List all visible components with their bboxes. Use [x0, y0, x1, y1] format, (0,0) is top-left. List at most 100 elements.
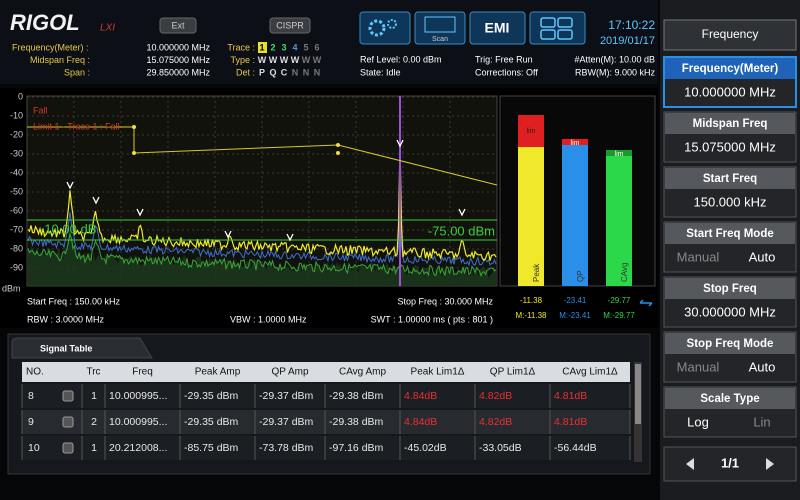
trace-3 — [27, 232, 497, 278]
menu-item-label-bg — [665, 168, 795, 189]
settings-icon — [368, 19, 386, 37]
meter-bar — [606, 150, 632, 286]
status-value: 29.850000 MHz — [146, 67, 210, 77]
column-header: NO. — [26, 367, 44, 378]
table-row[interactable] — [22, 410, 630, 434]
y-unit: dBm — [2, 283, 21, 293]
menu-item-value: 30.000000 MHz — [684, 304, 776, 319]
header-button[interactable] — [159, 17, 197, 34]
table-cell: 20.212008... — [109, 442, 167, 454]
table-row[interactable] — [22, 436, 630, 460]
trace-flag: P — [259, 67, 265, 77]
table-cell: 4.81dB — [554, 390, 587, 402]
logo: RIGOL — [10, 10, 80, 35]
y-axis-label: -30 — [10, 148, 23, 158]
toolbar-button[interactable] — [469, 11, 526, 45]
table-cell: -73.78 dBm — [259, 442, 314, 454]
header-button[interactable] — [269, 17, 311, 34]
y-axis-label: -40 — [10, 167, 23, 177]
column-header: Trc — [86, 367, 100, 378]
header-button-label: Ext — [171, 20, 185, 30]
layout-icon — [540, 17, 556, 28]
menu-title: Frequency — [702, 27, 759, 41]
table-row[interactable] — [22, 384, 630, 408]
scan-label: Scan — [432, 36, 448, 43]
table-cell: -29.35 dBm — [184, 390, 239, 402]
toolbar-button[interactable] — [414, 11, 466, 45]
scan-icon — [424, 16, 456, 33]
stop-freq: Stop Freq : 30.000 MHz — [397, 296, 493, 306]
menu-option[interactable]: Manual — [677, 249, 720, 264]
table-cell: -97.16 dBm — [329, 442, 384, 454]
trace-flag: W — [269, 55, 278, 65]
peak-marker — [224, 230, 232, 239]
swt: SWT : 1.00000 ms ( pts : 801 ) — [371, 314, 493, 324]
column-header: CAvg Amp — [339, 367, 386, 378]
table-cell: 10 — [28, 442, 40, 454]
layout-icon — [557, 29, 573, 40]
menu-option[interactable]: Log — [687, 414, 709, 429]
layout-icon — [540, 29, 556, 40]
prev-page[interactable] — [686, 458, 694, 470]
trace-flag: 4 — [292, 42, 297, 52]
row-checkbox[interactable] — [62, 416, 74, 428]
vbw: VBW : 1.0000 MHz — [230, 314, 307, 324]
table-cell: 10.000995... — [109, 390, 167, 402]
table-cell: -29.37 dBm — [259, 390, 314, 402]
toolbar-button[interactable] — [529, 11, 586, 45]
next-page[interactable] — [766, 458, 774, 470]
header-button-label: CISPR — [276, 20, 304, 30]
status-value: 10.000000 MHz — [146, 42, 210, 52]
ref-level: Ref Level: 0.00 dBm — [360, 54, 442, 64]
trace-flag: N — [292, 67, 299, 77]
column-header: CAvg Lim1Δ — [562, 367, 618, 378]
menu-item-label: Scale Type — [700, 393, 759, 405]
meter-limit — [518, 115, 544, 147]
scrollbar-thumb[interactable] — [635, 364, 641, 424]
menu-option[interactable]: Auto — [749, 359, 776, 374]
state: State: Idle — [360, 67, 401, 77]
display-line-label: -10.00 dB — [40, 221, 96, 236]
limit-points — [132, 125, 340, 155]
peak-marker — [396, 139, 404, 148]
trace-label: Det : — [236, 67, 255, 77]
table-cell: 4.82dB — [479, 390, 512, 402]
trace-label: Trace : — [227, 42, 255, 52]
row-checkbox[interactable] — [62, 390, 74, 402]
menu-option[interactable]: Auto — [749, 249, 776, 264]
menu-item-label: Stop Freq — [703, 283, 757, 295]
peak-marker — [458, 208, 466, 217]
meter-value: -11.38 — [520, 296, 543, 305]
trace-flag: Q — [269, 67, 276, 77]
menu-option[interactable]: Lin — [753, 414, 770, 429]
menu-option[interactable]: Manual — [677, 359, 720, 374]
limit-fall: Fall — [33, 105, 48, 115]
row-checkbox[interactable] — [62, 442, 74, 454]
trace-flag: 3 — [281, 42, 286, 52]
meter-arrow — [639, 299, 653, 307]
menu-item-label: Start Freq — [703, 173, 757, 185]
emi-label: EMI — [485, 20, 510, 36]
trace-flag: C — [281, 67, 288, 77]
trig: Trig: Free Run — [475, 54, 533, 64]
status-value: 15.075000 MHz — [146, 55, 210, 65]
column-header: QP Amp — [271, 367, 308, 378]
meter-limit — [606, 150, 632, 156]
table-cell: -29.38 dBm — [329, 390, 384, 402]
corrections: Corrections: Off — [475, 67, 538, 77]
table-cell: 2 — [91, 416, 97, 428]
date: 2019/01/17 — [600, 35, 655, 47]
trace-2 — [27, 201, 497, 267]
active-trace — [258, 42, 267, 53]
atten: #Atten(M): 10.00 dB — [574, 54, 655, 64]
table-cell: 9 — [28, 416, 34, 428]
menu-item-label-bg — [665, 388, 795, 409]
y-axis-label: -50 — [10, 186, 23, 196]
trace-area — [28, 229, 496, 286]
meter-value: -23.41 — [564, 296, 587, 305]
table-tab[interactable] — [11, 337, 153, 359]
meter-marker: M:-29.77 — [603, 311, 635, 320]
column-header: QP Lim1Δ — [490, 367, 536, 378]
y-axis-label: -60 — [10, 205, 23, 215]
